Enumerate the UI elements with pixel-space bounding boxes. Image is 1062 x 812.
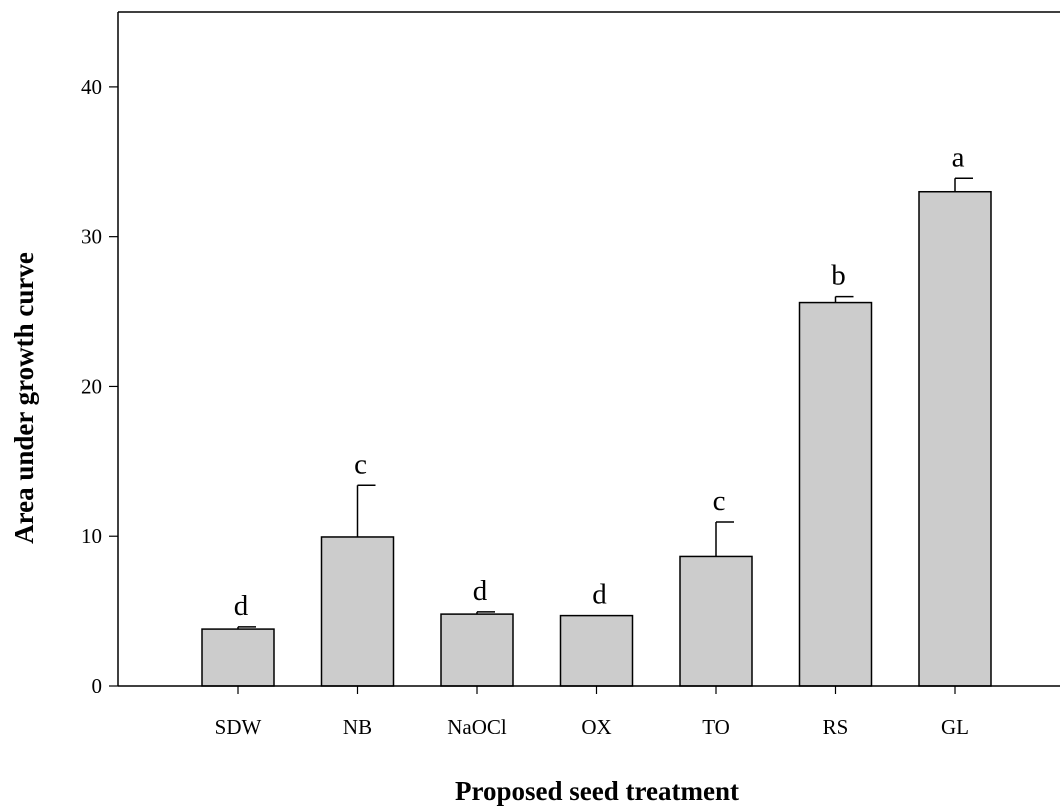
x-tick-label: NB [343,715,372,739]
bar [679,555,753,687]
significance-letter: b [831,260,846,292]
x-axis-title: Proposed seed treatment [455,776,739,806]
significance-letter: d [473,575,488,607]
y-tick-label: 0 [92,674,103,698]
y-tick-label: 40 [81,75,102,99]
bar [320,536,395,687]
significance-letter: a [952,141,965,173]
x-tick-label: SDW [215,715,262,739]
y-axis-ticks: 0 10 20 30 40 [81,75,118,698]
significance-letter: c [713,485,726,517]
significance-letters-group: d c d d c b a [234,141,965,622]
y-axis-title: Area under growth curve [9,252,39,544]
error-bars-group [237,177,973,630]
y-tick-label: 20 [81,374,102,398]
bar [440,613,514,687]
significance-letter: d [234,590,249,622]
x-axis-ticks: SDW NB NaOCl OX TO RS GL [215,686,969,739]
x-tick-label: RS [823,715,849,739]
bars-group [201,190,992,687]
y-tick-label: 10 [81,524,102,548]
bar [559,614,634,687]
x-tick-label: GL [941,715,969,739]
significance-letter: c [354,448,367,480]
x-tick-label: NaOCl [447,715,507,739]
bar [798,301,873,687]
y-tick-label: 30 [81,225,102,249]
bar [918,190,992,687]
x-tick-label: TO [702,715,730,739]
bar [201,628,275,687]
x-tick-label: OX [581,715,611,739]
axes-frame [117,11,1060,687]
significance-letter: d [592,579,607,611]
